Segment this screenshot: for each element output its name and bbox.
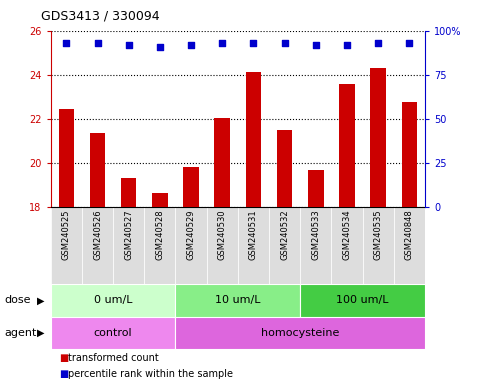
Text: GSM240526: GSM240526 [93, 210, 102, 260]
Bar [394, 207, 425, 284]
Text: GSM240532: GSM240532 [280, 210, 289, 260]
Bar [144, 207, 175, 284]
Text: GSM240531: GSM240531 [249, 210, 258, 260]
Text: GSM240534: GSM240534 [342, 210, 352, 260]
Bar [214, 118, 230, 207]
Point [250, 40, 257, 46]
Bar [51, 317, 175, 349]
Text: dose: dose [5, 295, 31, 306]
Text: ■: ■ [59, 353, 69, 363]
Bar [339, 84, 355, 207]
Point [62, 40, 70, 46]
Text: GSM240528: GSM240528 [156, 210, 164, 260]
Text: ■: ■ [59, 369, 69, 379]
Text: GSM240525: GSM240525 [62, 210, 71, 260]
Point [374, 40, 382, 46]
Bar [175, 317, 425, 349]
Text: GSM240533: GSM240533 [312, 210, 320, 260]
Point [156, 43, 164, 50]
Text: 10 um/L: 10 um/L [215, 295, 261, 306]
Text: GDS3413 / 330094: GDS3413 / 330094 [41, 10, 160, 23]
Bar [58, 109, 74, 207]
Bar [207, 207, 238, 284]
Bar [82, 207, 113, 284]
Bar [300, 284, 425, 317]
Bar [51, 284, 175, 317]
Point [281, 40, 288, 46]
Bar [183, 167, 199, 207]
Text: control: control [94, 328, 132, 338]
Bar [363, 207, 394, 284]
Text: GSM240527: GSM240527 [124, 210, 133, 260]
Point [312, 42, 320, 48]
Text: GSM240535: GSM240535 [374, 210, 383, 260]
Bar [175, 207, 207, 284]
Text: ▶: ▶ [37, 328, 45, 338]
Text: 0 um/L: 0 um/L [94, 295, 132, 306]
Bar [90, 133, 105, 207]
Bar [113, 207, 144, 284]
Text: 100 um/L: 100 um/L [336, 295, 389, 306]
Bar [331, 207, 363, 284]
Text: GSM240848: GSM240848 [405, 210, 414, 260]
Bar [277, 130, 293, 207]
Bar [175, 284, 300, 317]
Bar [300, 207, 331, 284]
Point [406, 40, 413, 46]
Text: agent: agent [5, 328, 37, 338]
Bar [370, 68, 386, 207]
Text: homocysteine: homocysteine [261, 328, 340, 338]
Point [94, 40, 101, 46]
Bar [402, 103, 417, 207]
Point [218, 40, 226, 46]
Bar [152, 193, 168, 207]
Text: transformed count: transformed count [68, 353, 158, 363]
Text: percentile rank within the sample: percentile rank within the sample [68, 369, 233, 379]
Point [343, 42, 351, 48]
Bar [269, 207, 300, 284]
Bar [238, 207, 269, 284]
Bar [121, 177, 137, 207]
Text: GSM240529: GSM240529 [186, 210, 196, 260]
Text: GSM240530: GSM240530 [218, 210, 227, 260]
Bar [246, 71, 261, 207]
Point [125, 42, 132, 48]
Point [187, 42, 195, 48]
Bar [308, 170, 324, 207]
Text: ▶: ▶ [37, 295, 45, 306]
Bar [51, 207, 82, 284]
